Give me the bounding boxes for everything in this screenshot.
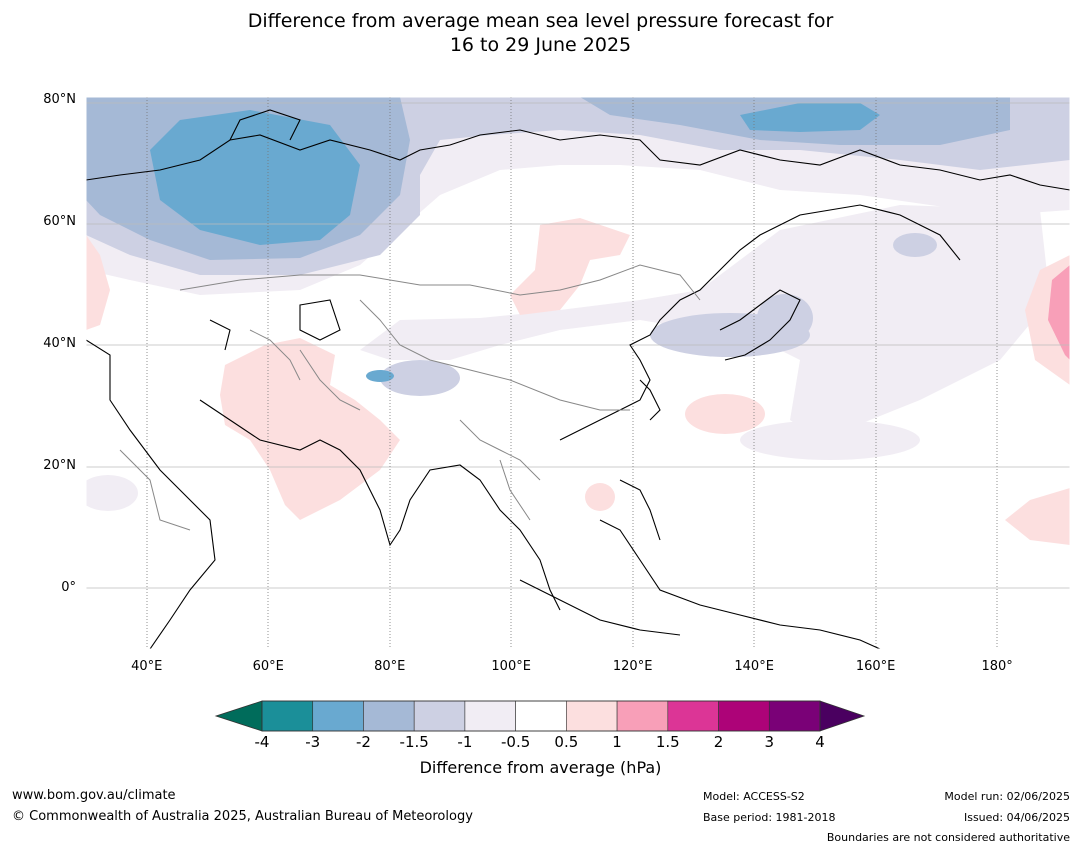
longitude-label: 160°E [855, 659, 896, 674]
latitude-gridlines [86, 102, 1070, 589]
colorbar-tick-label: 4 [815, 733, 825, 751]
colorbar-over-arrow [819, 700, 866, 732]
footer-url[interactable]: www.bom.gov.au/climate [12, 788, 176, 803]
footer-disclaimer: Boundaries are not considered authoritat… [826, 831, 1070, 844]
coastlines [86, 109, 1070, 649]
colorbar-tick-label: -1 [457, 733, 473, 751]
country-borders [119, 264, 701, 531]
latitude-label: 80°N [43, 92, 76, 108]
longitude-label: 100°E [491, 659, 531, 674]
footer-issued: Issued: 04/06/2025 [963, 811, 1070, 824]
footer-model: Model: ACCESS-S2 [703, 790, 805, 803]
colorbar-swatch [515, 700, 567, 732]
colorbar-tick-label: -0.5 [500, 733, 531, 751]
colorbar-swatch [667, 700, 719, 732]
colorbar-swatch [566, 700, 618, 732]
map-frame [85, 96, 1071, 650]
colorbar-tick-label: 3 [764, 733, 775, 751]
longitude-label: 40°E [131, 659, 163, 674]
colorbar-swatch [261, 700, 314, 732]
longitude-label: 60°E [252, 659, 284, 674]
colorbar-swatch [616, 700, 669, 732]
colorbar-swatch [312, 700, 364, 732]
longitude-label: 80°E [374, 659, 406, 674]
longitude-label: 140°E [734, 659, 774, 674]
latitude-label: 0° [61, 580, 76, 595]
colorbar-swatch [768, 700, 821, 732]
colorbar-tick-label: -3 [305, 733, 321, 751]
latitude-label: 60°N [43, 214, 76, 230]
footer-model-run: Model run: 02/06/2025 [944, 790, 1070, 803]
longitude-label: 180° [981, 659, 1013, 674]
colorbar-tick-label: 2 [713, 733, 724, 751]
colorbar-under-arrow [214, 700, 263, 732]
colorbar-swatch [363, 700, 415, 732]
longitude-label: 120°E [612, 659, 653, 674]
map-title-line-1: Difference from average mean sea level p… [247, 10, 834, 32]
colorbar-tick-label: 1 [612, 733, 622, 751]
longitude-gridlines [146, 97, 998, 649]
colorbar-tick-label: -4 [254, 733, 270, 751]
colorbar-swatch [718, 700, 770, 732]
footer-base-period: Base period: 1981-2018 [703, 811, 836, 824]
colorbar-swatches [261, 700, 821, 732]
colorbar-tick-label: -2 [355, 733, 371, 751]
colorbar-swatch [464, 700, 516, 732]
colorbar-tick-label: 1.5 [655, 733, 680, 751]
map-title-line-2: 16 to 29 June 2025 [449, 34, 632, 56]
latitude-label: 40°N [43, 336, 76, 352]
latitude-label: 20°N [43, 458, 76, 474]
colorbar-title: Difference from average (hPa) [419, 758, 662, 777]
colorbar-tick-label: -1.5 [399, 733, 429, 751]
colorbar [214, 700, 866, 732]
colorbar-tick-label: 0.5 [554, 733, 579, 751]
colorbar-swatch [413, 700, 466, 732]
footer-copyright: © Commonwealth of Australia 2025, Austra… [12, 809, 473, 824]
anomaly-field [86, 97, 1070, 649]
